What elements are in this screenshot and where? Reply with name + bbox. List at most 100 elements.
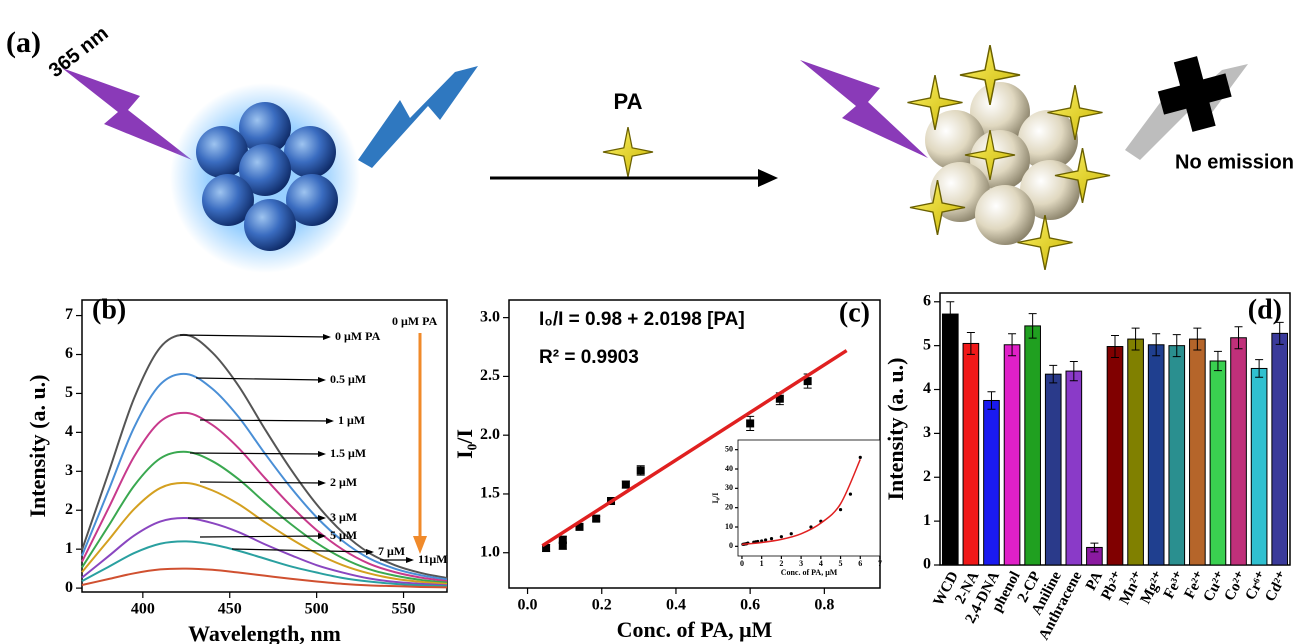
point — [542, 544, 551, 553]
arrow-head — [326, 418, 334, 424]
y-axis-title: I₀/I — [452, 429, 477, 459]
panel-label: (c) — [839, 297, 870, 328]
error-bar — [1008, 333, 1017, 357]
error-bar — [1152, 333, 1161, 357]
spectrum-line — [81, 516, 448, 587]
result-label: No emission — [1175, 151, 1294, 173]
point — [621, 480, 630, 489]
annotation: 0 μM PA — [335, 329, 381, 343]
annotation: 0.5 μM — [330, 372, 366, 386]
y-tick-label: 3.0 — [480, 308, 500, 325]
y-tick-label: 50 — [725, 444, 733, 453]
x-tick-label: 2 — [779, 559, 783, 568]
x-tick-label: 500 — [305, 601, 329, 618]
point — [769, 537, 774, 541]
x-tick-label: 550 — [392, 601, 416, 618]
point — [558, 535, 567, 544]
annotation-arrow — [195, 377, 325, 381]
annotation: 1.5 μM — [330, 446, 366, 460]
spectrum-line — [81, 333, 448, 579]
schematic: (a) 365 nm PA No emission — [6, 22, 1294, 273]
y-tick-label: 1 — [65, 540, 73, 557]
x-tick-label: 3 — [799, 559, 803, 568]
y-tick-label: 1 — [923, 512, 931, 529]
point — [636, 466, 645, 475]
bar — [1106, 346, 1124, 566]
error-bar — [1275, 321, 1284, 345]
y-tick-label: 1.5 — [480, 485, 500, 502]
error-bar — [1111, 335, 1119, 358]
point — [575, 522, 584, 531]
blue-cluster — [196, 102, 338, 251]
error-bar — [1213, 350, 1222, 372]
y-axis-title: Intensity (a. u.) — [25, 374, 50, 517]
analyte-star — [602, 127, 654, 177]
y-tick-label: 40 — [725, 464, 733, 473]
y-tick-label: 2.5 — [480, 367, 500, 384]
error-bar — [987, 391, 996, 410]
annotation: I₀/I = 0.98 + 2.0198 [PA] — [539, 309, 745, 330]
y-tick-label: 6 — [923, 292, 931, 309]
y-tick-label: 7 — [65, 306, 73, 323]
bar — [1024, 325, 1041, 566]
point — [789, 532, 793, 536]
x-tick-label: Cd²⁺ — [1262, 569, 1291, 604]
y-tick-label: 1.0 — [480, 543, 500, 560]
arrow-head — [318, 515, 326, 521]
fit-line — [741, 459, 861, 546]
y-axis-title: I₀/I — [711, 493, 720, 504]
x-tick-label: 7 — [878, 559, 882, 568]
error-bar — [946, 301, 955, 327]
spectrum-line — [81, 450, 448, 584]
spectrum-line — [81, 481, 448, 585]
analyte-label: PA — [614, 89, 643, 114]
y-tick-label: 3 — [923, 424, 931, 441]
error-bar — [1131, 327, 1140, 351]
annotation-arrow — [199, 535, 325, 538]
point — [746, 419, 755, 428]
point — [803, 377, 812, 386]
x-axis-title: Conc. of PA, μM — [617, 617, 773, 642]
point — [809, 525, 813, 529]
annotation: 11μM — [418, 552, 447, 566]
x-tick-label: 400 — [131, 601, 155, 618]
y-tick-label: 2 — [923, 468, 931, 485]
arrow-label: 0 μM PA — [392, 314, 438, 328]
bar — [1003, 344, 1021, 566]
arrow-head — [318, 480, 326, 486]
error-bar — [1172, 334, 1181, 358]
x-tick-label: 4 — [819, 559, 823, 568]
annotation-arrow — [199, 419, 333, 422]
x-tick-label: PA — [1083, 569, 1106, 593]
arrow-head — [406, 557, 414, 563]
excitation-bolt — [62, 68, 192, 160]
bar — [1168, 345, 1186, 566]
x-tick-label: Co²⁺ — [1222, 569, 1251, 604]
arrow-head — [323, 334, 331, 340]
bar — [1230, 337, 1247, 566]
y-tick-label: 10 — [725, 522, 733, 531]
bar — [1044, 373, 1062, 566]
annotation: 3 μM — [330, 510, 357, 524]
error-bar — [1234, 326, 1243, 350]
annotation: R² = 0.9903 — [539, 347, 639, 368]
emission-bolt — [358, 66, 478, 168]
arrow-head — [318, 377, 326, 383]
bar — [1271, 332, 1289, 566]
inset-frame — [737, 439, 881, 557]
y-tick-label: 6 — [65, 345, 73, 362]
x-tick-label: 1 — [760, 559, 764, 568]
x-tick-label: 0 — [740, 559, 744, 568]
bar — [1127, 338, 1144, 566]
bar — [1250, 367, 1268, 566]
bar — [1189, 338, 1206, 566]
cross — [1157, 56, 1232, 132]
annotation-arrow — [231, 548, 373, 553]
spectrum-line — [81, 540, 448, 588]
y-tick-label: 2.0 — [480, 426, 500, 443]
point — [775, 394, 784, 403]
x-tick-label: 450 — [218, 601, 242, 618]
annotation-arrow — [189, 452, 325, 455]
excitation-bolt — [800, 60, 928, 158]
y-tick-label: 0 — [65, 579, 73, 596]
